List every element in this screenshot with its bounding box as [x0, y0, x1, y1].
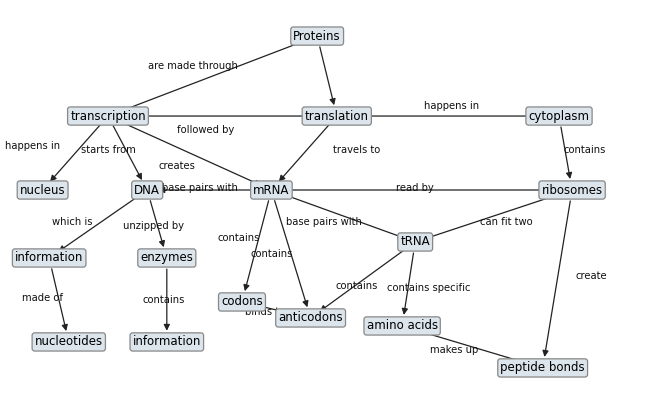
Text: information: information	[133, 335, 201, 348]
Text: followed by: followed by	[177, 125, 235, 135]
Text: travels to: travels to	[333, 145, 380, 155]
Text: nucleotides: nucleotides	[35, 335, 103, 348]
Text: tRNA: tRNA	[400, 235, 430, 248]
Text: DNA: DNA	[134, 184, 160, 197]
Text: cytoplasm: cytoplasm	[528, 109, 590, 122]
Text: can fit two: can fit two	[480, 217, 533, 227]
Text: made of: made of	[22, 293, 63, 303]
Text: unzipped by: unzipped by	[123, 221, 184, 231]
Text: which is: which is	[52, 217, 92, 227]
Text: binds to: binds to	[245, 307, 285, 317]
Text: contains: contains	[564, 145, 606, 155]
Text: mRNA: mRNA	[253, 184, 289, 197]
Text: Proteins: Proteins	[293, 29, 341, 42]
Text: are made through: are made through	[148, 61, 238, 71]
Text: nucleus: nucleus	[20, 184, 65, 197]
Text: happens in: happens in	[5, 141, 61, 151]
Text: contains: contains	[250, 249, 293, 259]
Text: anticodons: anticodons	[278, 311, 343, 324]
Text: contains specific: contains specific	[387, 283, 470, 293]
Text: contains: contains	[142, 295, 185, 305]
Text: contains: contains	[217, 233, 260, 243]
Text: peptide bonds: peptide bonds	[500, 361, 585, 375]
Text: information: information	[15, 251, 83, 264]
Text: codons: codons	[221, 295, 263, 308]
Text: happens in: happens in	[424, 101, 479, 111]
Text: amino acids: amino acids	[367, 319, 438, 333]
Text: ribosomes: ribosomes	[542, 184, 603, 197]
Text: base pairs with: base pairs with	[285, 217, 362, 227]
Text: makes up: makes up	[430, 345, 478, 355]
Text: translation: translation	[305, 109, 369, 122]
Text: create: create	[576, 271, 608, 281]
Text: starts from: starts from	[81, 145, 135, 155]
Text: read by: read by	[396, 183, 434, 193]
Text: creates: creates	[158, 161, 195, 171]
Text: enzymes: enzymes	[140, 251, 193, 264]
Text: transcription: transcription	[70, 109, 146, 122]
Text: contains: contains	[336, 281, 378, 291]
Text: base pairs with: base pairs with	[161, 183, 237, 193]
